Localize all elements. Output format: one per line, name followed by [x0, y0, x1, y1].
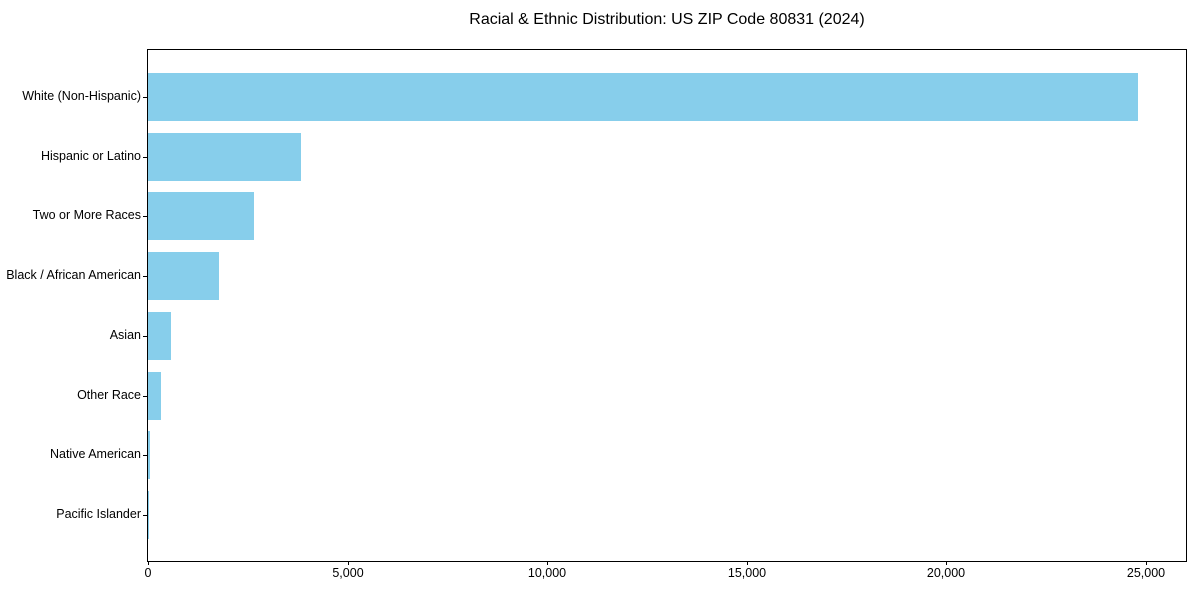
x-tick-mark [1146, 561, 1147, 565]
y-tick-mark [143, 455, 147, 456]
y-tick-mark [143, 97, 147, 98]
x-tick-label: 10,000 [527, 566, 567, 580]
y-tick-mark [143, 216, 147, 217]
y-tick-mark [143, 276, 147, 277]
x-tick-label: 15,000 [727, 566, 767, 580]
plot-area [147, 49, 1187, 562]
bar-hispanic-or-latino [148, 132, 301, 181]
x-tick-label: 25,000 [1126, 566, 1166, 580]
x-tick-mark [547, 561, 548, 565]
x-tick-label: 5,000 [332, 566, 364, 580]
bar-white-non-hispanic [148, 73, 1138, 121]
y-tick-label: Hispanic or Latino [40, 149, 141, 163]
bar-black-african-american [148, 252, 219, 301]
y-tick-label: Asian [109, 328, 141, 342]
y-tick-label: Native American [49, 447, 141, 461]
chart-title: Racial & Ethnic Distribution: US ZIP Cod… [469, 11, 865, 28]
bar-asian [148, 311, 171, 360]
x-tick-label: 0 [144, 566, 152, 580]
y-tick-mark [143, 515, 147, 516]
y-tick-label: White (Non-Hispanic) [22, 89, 141, 103]
y-tick-label: Black / African American [6, 268, 141, 282]
x-tick-mark [747, 561, 748, 565]
bar-other-race [148, 371, 161, 420]
x-tick-mark [946, 561, 947, 565]
y-tick-label: Other Race [77, 388, 141, 402]
y-tick-mark [143, 157, 147, 158]
bar-two-or-more-races [148, 192, 254, 241]
x-tick-mark [348, 561, 349, 565]
y-tick-label: Pacific Islander [56, 507, 141, 521]
bar-pacific-islander [148, 490, 149, 539]
y-tick-mark [143, 396, 147, 397]
y-tick-label: Two or More Races [32, 208, 141, 222]
x-tick-label: 20,000 [926, 566, 966, 580]
x-tick-mark [148, 561, 149, 565]
y-tick-mark [143, 336, 147, 337]
bar-native-american [148, 431, 150, 480]
